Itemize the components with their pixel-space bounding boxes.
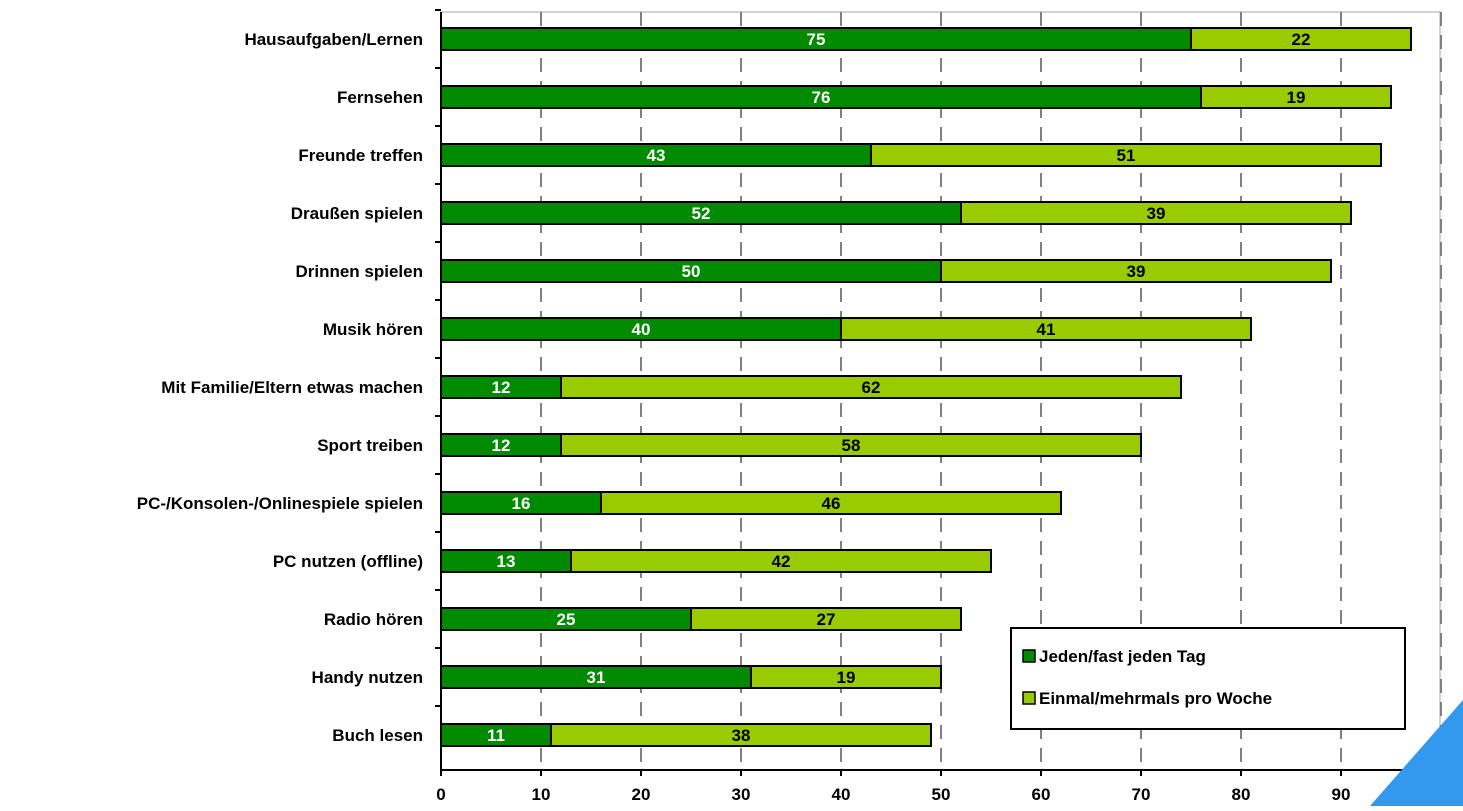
bar-value-label: 13	[497, 552, 516, 571]
bar-value-label: 19	[837, 668, 856, 687]
bar-value-label: 31	[587, 668, 606, 687]
bar-value-label: 62	[862, 378, 881, 397]
bar-value-label: 39	[1127, 262, 1146, 281]
bar-value-label: 42	[772, 552, 791, 571]
bar-value-label: 52	[692, 204, 711, 223]
legend-label: Einmal/mehrmals pro Woche	[1039, 689, 1272, 708]
bar-value-label: 46	[822, 494, 841, 513]
category-label: PC-/Konsolen-/Onlinespiele spielen	[137, 494, 423, 513]
corner-accent-shape	[1370, 700, 1463, 806]
bar-value-label: 11	[487, 726, 505, 745]
bar-value-label: 16	[512, 494, 531, 513]
x-tick-label: 80	[1232, 785, 1251, 804]
legend-swatch	[1022, 649, 1036, 663]
legend-box	[1010, 627, 1406, 730]
bar-value-label: 41	[1037, 320, 1056, 339]
category-label: Mit Familie/Eltern etwas machen	[161, 378, 423, 397]
legend-label: Jeden/fast jeden Tag	[1039, 647, 1206, 666]
bar-value-label: 51	[1117, 146, 1136, 165]
bar-value-label: 27	[817, 610, 836, 629]
x-tick-label: 10	[532, 785, 551, 804]
bar-value-label: 12	[492, 378, 511, 397]
bar-segment	[840, 317, 1252, 341]
x-tick-label: 30	[732, 785, 751, 804]
x-tick-label: 50	[932, 785, 951, 804]
bar-segment	[560, 433, 1142, 457]
category-label: Handy nutzen	[312, 668, 423, 687]
x-tick-label: 0	[436, 785, 445, 804]
bar-segment	[690, 607, 962, 631]
bar-segment	[750, 665, 942, 689]
bar-value-label: 19	[1287, 88, 1306, 107]
bar-segment	[870, 143, 1382, 167]
category-label: Buch lesen	[332, 726, 423, 745]
x-tick-label: 70	[1132, 785, 1151, 804]
bar-segment	[550, 723, 932, 747]
x-tick-label: 60	[1032, 785, 1051, 804]
bar-segment	[560, 375, 1182, 399]
bar-value-label: 25	[557, 610, 576, 629]
category-label: Radio hören	[324, 610, 423, 629]
bar-segment	[960, 201, 1352, 225]
bar-value-label: 38	[732, 726, 751, 745]
bar-segment	[1200, 85, 1392, 109]
category-label: Fernsehen	[337, 88, 423, 107]
category-label: Freunde treffen	[298, 146, 423, 165]
category-label: Drinnen spielen	[295, 262, 423, 281]
bar-value-label: 50	[682, 262, 701, 281]
bar-value-label: 43	[647, 146, 666, 165]
bar-value-label: 40	[632, 320, 651, 339]
bar-segment	[570, 549, 992, 573]
legend-swatch	[1022, 691, 1036, 705]
bar-segment	[600, 491, 1062, 515]
bar-value-label: 22	[1292, 30, 1311, 49]
bar-value-label: 58	[842, 436, 861, 455]
legend: Jeden/fast jeden Tag Einmal/mehrmals pro …	[1010, 627, 1406, 730]
category-label: PC nutzen (offline)	[273, 552, 423, 571]
bar-value-label: 12	[492, 436, 511, 455]
bar-value-label: 75	[807, 30, 826, 49]
x-tick-label: 90	[1332, 785, 1351, 804]
category-label: Draußen spielen	[291, 204, 423, 223]
category-label: Musik hören	[323, 320, 423, 339]
x-tick-label: 40	[832, 785, 851, 804]
bar-segment	[940, 259, 1332, 283]
bar-value-label: 76	[812, 88, 831, 107]
bar-segment	[1190, 27, 1412, 51]
category-label: Sport treiben	[317, 436, 423, 455]
x-tick-label: 20	[632, 785, 651, 804]
category-label: Hausaufgaben/Lernen	[244, 30, 423, 49]
bar-value-label: 39	[1147, 204, 1166, 223]
